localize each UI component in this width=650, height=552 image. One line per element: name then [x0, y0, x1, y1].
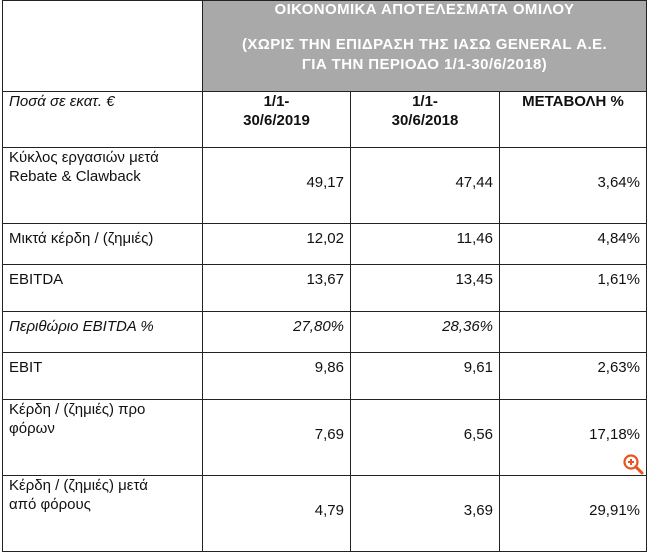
banner-row: ΟΙΚΟΝΟΜΙΚΑ ΑΠΟΤΕΛΕΣΜΑΤΑ ΟΜΙΛΟΥ (ΧΩΡΙΣ ΤΗ…: [2, 0, 647, 92]
row-label-line2: φόρων: [9, 420, 55, 437]
table-row: Περιθώριο EBITDA % 27,80% 28,36%: [2, 311, 647, 353]
row-label: EBIT: [2, 352, 203, 400]
change-percent: 2,63%: [499, 352, 647, 400]
value-2019: 12,02: [202, 223, 351, 265]
table-subtitle-line2: ΓΙΑ ΤΗΝ ΠΕΡΙΟΔΟ 1/1-30/6/2018): [301, 56, 548, 73]
zoom-in-icon-graphic: [623, 454, 644, 475]
value-2018: 3,69: [350, 475, 500, 552]
period-2018-line1: 1/1-: [412, 93, 438, 110]
change-percent: 1,61%: [499, 264, 647, 312]
table-row: EBITDA 13,67 13,45 1,61%: [2, 264, 647, 312]
change-percent: 29,91%: [499, 475, 647, 552]
table-banner: ΟΙΚΟΝΟΜΙΚΑ ΑΠΟΤΕΛΕΣΜΑΤΑ ΟΜΙΛΟΥ (ΧΩΡΙΣ ΤΗ…: [202, 0, 647, 92]
table-row: Κέρδη / (ζημιές) προ φόρων 7,69 6,56 17,…: [2, 399, 647, 476]
blank-corner-cell: [2, 0, 203, 92]
table-subtitle-line1: (ΧΩΡΙΣ ΤΗΝ ΕΠΙΔΡΑΣΗ ΤΗΣ ΙΑΣΩ GENERAL Α.Ε…: [241, 36, 608, 53]
row-label: Κύκλος εργασιών μετά Rebate & Clawback: [2, 147, 203, 224]
row-label: Μικτά κέρδη / (ζημιές): [2, 223, 203, 265]
row-label-line1: Κέρδη / (ζημιές) προ: [9, 401, 146, 418]
header-row: Ποσά σε εκατ. € 1/1- 30/6/2019 1/1- 30/6…: [2, 91, 647, 148]
period-2019-line1: 1/1-: [263, 93, 290, 110]
amounts-unit-label: Ποσά σε εκατ. €: [2, 91, 203, 148]
value-2019: 9,86: [202, 352, 351, 400]
period-2018-line2: 30/6/2018: [391, 112, 459, 129]
value-2018: 9,61: [350, 352, 500, 400]
column-header-change: ΜΕΤΑΒΟΛΗ %: [499, 91, 647, 148]
column-header-2019: 1/1- 30/6/2019: [202, 91, 351, 148]
change-percent: 17,18%: [499, 399, 647, 476]
column-header-2018: 1/1- 30/6/2018: [350, 91, 500, 148]
value-2018: 47,44: [350, 147, 500, 224]
table-row: Μικτά κέρδη / (ζημιές) 12,02 11,46 4,84%: [2, 223, 647, 265]
row-label: Περιθώριο EBITDA %: [2, 311, 203, 353]
change-percent: 4,84%: [499, 223, 647, 265]
period-2019-line2: 30/6/2019: [243, 112, 310, 129]
row-label: Κέρδη / (ζημιές) μετά από φόρους: [2, 475, 203, 552]
change-percent: [499, 311, 647, 353]
value-2019: 4,79: [202, 475, 351, 552]
value-2019: 49,17: [202, 147, 351, 224]
value-2018: 28,36%: [350, 311, 500, 353]
value-2019: 13,67: [202, 264, 351, 312]
row-label: Κέρδη / (ζημιές) προ φόρων: [2, 399, 203, 476]
row-label-line1: Κύκλος εργασιών μετά: [9, 149, 159, 166]
row-label-line2: Rebate & Clawback: [9, 168, 141, 185]
table-row: Κέρδη / (ζημιές) μετά από φόρους 4,79 3,…: [2, 475, 647, 552]
value-2018: 11,46: [350, 223, 500, 265]
row-label-line2: από φόρους: [9, 496, 91, 513]
value-2018: 6,56: [350, 399, 500, 476]
change-percent: 3,64%: [499, 147, 647, 224]
zoom-in-icon[interactable]: [622, 453, 644, 475]
value-2019: 7,69: [202, 399, 351, 476]
row-label: EBITDA: [2, 264, 203, 312]
value-2018: 13,45: [350, 264, 500, 312]
value-2019: 27,80%: [202, 311, 351, 353]
table-row: Κύκλος εργασιών μετά Rebate & Clawback 4…: [2, 147, 647, 224]
row-label-line1: Κέρδη / (ζημιές) μετά: [9, 477, 148, 494]
table-title: ΟΙΚΟΝΟΜΙΚΑ ΑΠΟΤΕΛΕΣΜΑΤΑ ΟΜΙΛΟΥ: [274, 1, 575, 18]
table-row: EBIT 9,86 9,61 2,63%: [2, 352, 647, 400]
